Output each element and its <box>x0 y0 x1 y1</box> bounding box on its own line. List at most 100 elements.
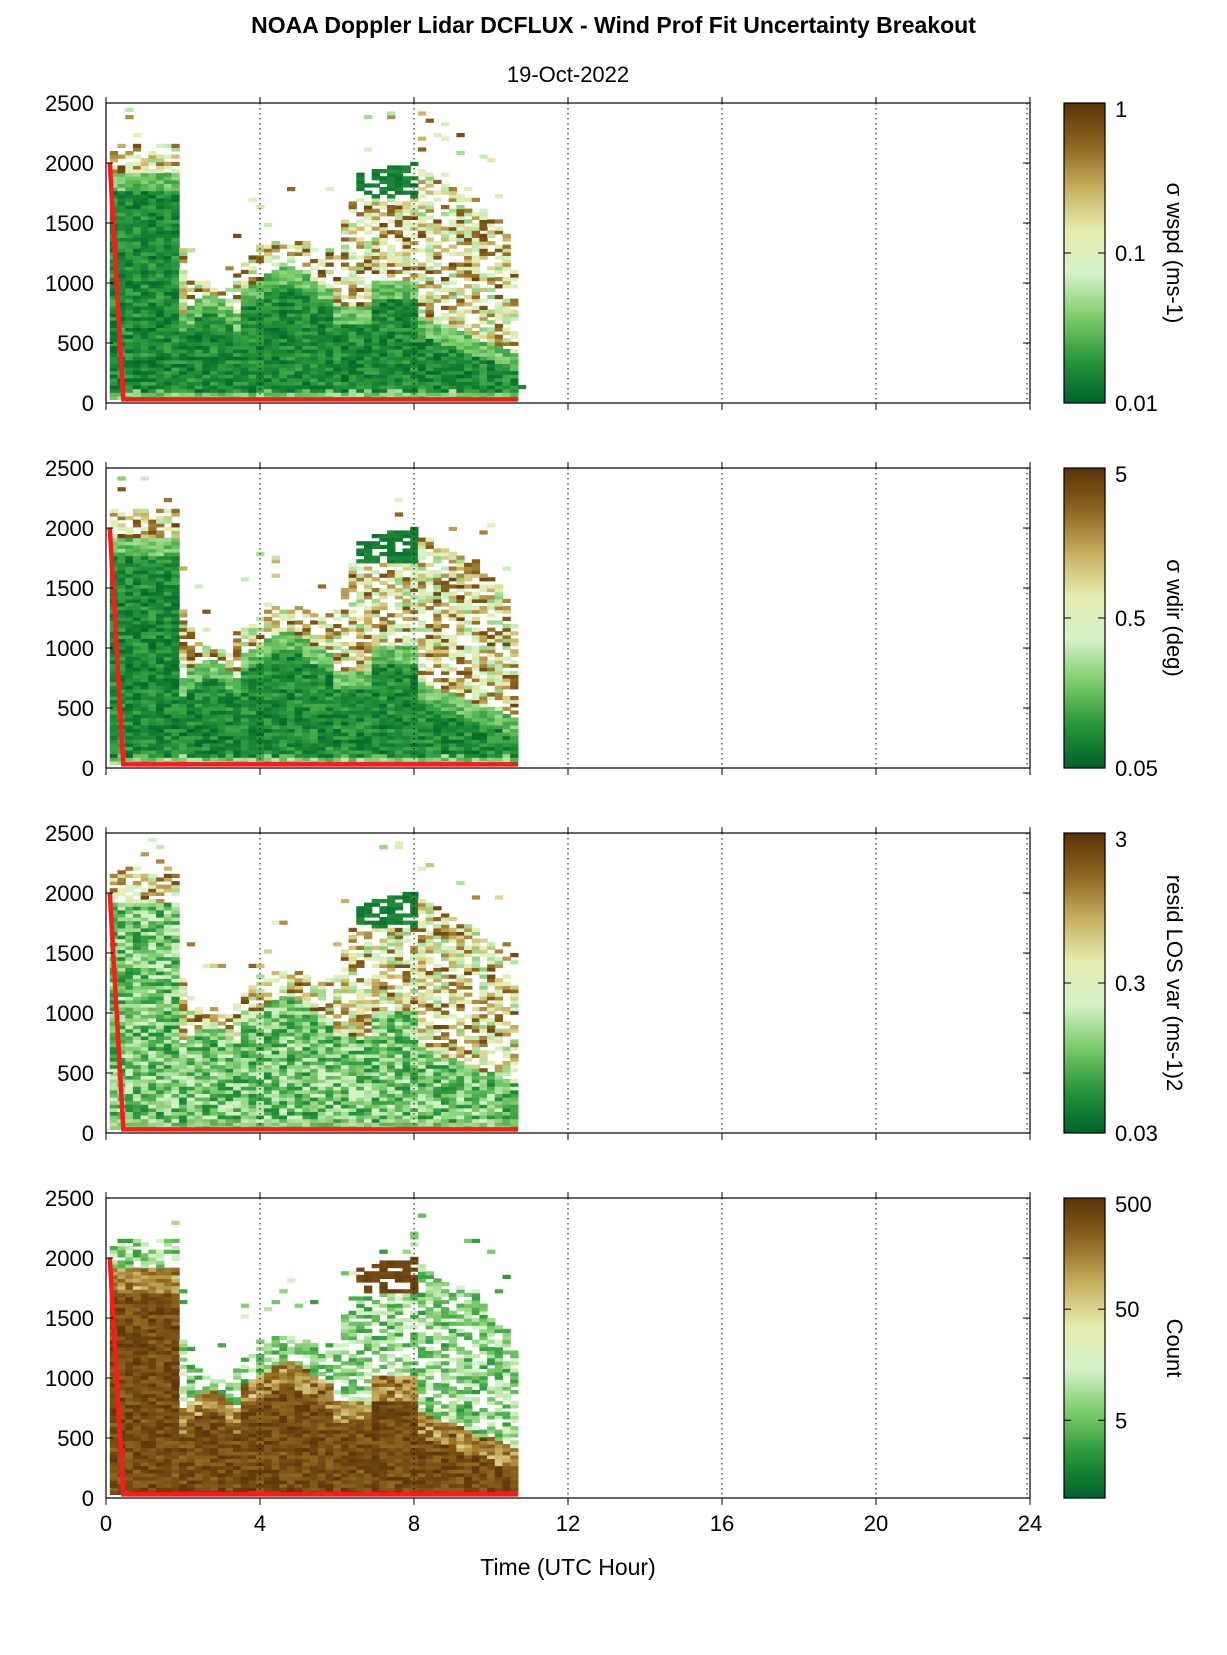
heatmap-cell <box>132 363 142 368</box>
heatmap-cell <box>348 685 357 690</box>
heatmap-cell <box>479 710 488 715</box>
heatmap-cell <box>441 392 450 397</box>
heatmap-cell <box>379 573 388 578</box>
heatmap-cell <box>271 269 280 274</box>
heatmap-cell <box>240 374 250 379</box>
heatmap-cell <box>410 363 419 368</box>
heatmap-cell <box>156 566 165 571</box>
heatmap-cell <box>402 241 411 246</box>
heatmap-cell <box>417 588 427 593</box>
heatmap-cell <box>140 248 149 253</box>
heatmap-cell <box>464 577 473 582</box>
heatmap-cell <box>225 334 234 339</box>
heatmap-cell <box>456 323 465 328</box>
heatmap-cell <box>171 266 180 271</box>
heatmap-cell <box>417 552 427 557</box>
heatmap-cell <box>140 573 149 578</box>
heatmap-cell <box>356 559 365 564</box>
heatmap-cell <box>148 187 157 192</box>
heatmap-cell <box>340 696 350 701</box>
heatmap-cell <box>163 602 173 607</box>
heatmap-cell <box>179 739 188 744</box>
heatmap-cell <box>240 670 250 675</box>
heatmap-cell <box>109 544 119 549</box>
heatmap-cell <box>479 345 488 350</box>
colorbar-tick-label: 0.1 <box>1115 241 1146 266</box>
heatmap-cell <box>441 295 450 300</box>
heatmap-cell <box>140 757 149 762</box>
heatmap-cell <box>433 179 442 184</box>
heatmap-cell <box>171 305 180 310</box>
heatmap-cell <box>494 194 504 199</box>
heatmap-cell <box>148 363 157 368</box>
heatmap-cell <box>125 670 134 675</box>
heatmap-cell <box>109 555 119 560</box>
heatmap-cell <box>233 742 242 747</box>
heatmap-cell <box>510 331 519 336</box>
heatmap-cell <box>125 634 134 639</box>
heatmap-cell <box>402 616 411 621</box>
heatmap-cell <box>117 620 126 625</box>
heatmap-cell <box>310 374 319 379</box>
heatmap-cell <box>279 367 288 372</box>
heatmap-cell <box>387 316 396 321</box>
heatmap-cell <box>163 233 173 238</box>
heatmap-cell <box>348 230 357 235</box>
heatmap-cell <box>410 298 419 303</box>
heatmap-cell <box>171 352 180 357</box>
heatmap-cell <box>464 197 473 202</box>
heatmap-cell <box>364 577 373 582</box>
heatmap-cell <box>425 374 434 379</box>
heatmap-cell <box>156 262 165 267</box>
heatmap-cell <box>240 667 250 672</box>
heatmap-cell <box>125 151 134 156</box>
heatmap-cell <box>209 710 219 715</box>
heatmap-cell <box>394 534 404 539</box>
heatmap-cell <box>186 732 196 737</box>
heatmap-cell <box>417 223 427 228</box>
heatmap-cell <box>479 219 488 224</box>
heatmap-cell <box>233 724 242 729</box>
heatmap-cell <box>125 652 134 657</box>
heatmap-cell <box>248 352 257 357</box>
heatmap-cell <box>471 392 481 397</box>
heatmap-cell <box>471 349 481 354</box>
heatmap-cell <box>209 746 219 751</box>
heatmap-cell <box>471 696 481 701</box>
heatmap-cell <box>148 309 157 314</box>
heatmap-cell <box>402 645 411 650</box>
heatmap-cell <box>348 251 357 256</box>
heatmap-cell <box>387 544 396 549</box>
heatmap-cell <box>156 223 165 228</box>
heatmap-cell <box>494 244 504 249</box>
heatmap-cell <box>179 742 188 747</box>
heatmap-cell <box>333 616 342 621</box>
heatmap-cell <box>317 367 327 372</box>
heatmap-cell <box>171 208 180 213</box>
heatmap-cell <box>364 541 373 546</box>
heatmap-cell <box>140 534 149 539</box>
heatmap-cell <box>348 724 357 729</box>
heatmap-cell <box>402 352 411 357</box>
heatmap-cell <box>140 201 149 206</box>
heatmap-cell <box>140 241 149 246</box>
heatmap-cell <box>186 377 196 382</box>
heatmap-cell <box>441 136 450 141</box>
heatmap-cell <box>271 356 280 361</box>
heatmap-cell <box>294 742 303 747</box>
heatmap-cell <box>448 349 457 354</box>
heatmap-cell <box>387 559 396 564</box>
heatmap-cell <box>163 663 173 668</box>
heatmap-cell <box>163 334 173 339</box>
heatmap-cell <box>402 190 411 195</box>
heatmap-cell <box>279 334 288 339</box>
heatmap-cell <box>487 724 496 729</box>
heatmap-cell <box>410 562 419 567</box>
heatmap-cell <box>356 295 365 300</box>
heatmap-cell <box>402 642 411 647</box>
heatmap-cell <box>163 735 173 740</box>
heatmap-cell <box>325 313 334 318</box>
heatmap-cell <box>132 584 142 589</box>
heatmap-cell <box>310 377 319 382</box>
heatmap-cell <box>364 555 373 560</box>
